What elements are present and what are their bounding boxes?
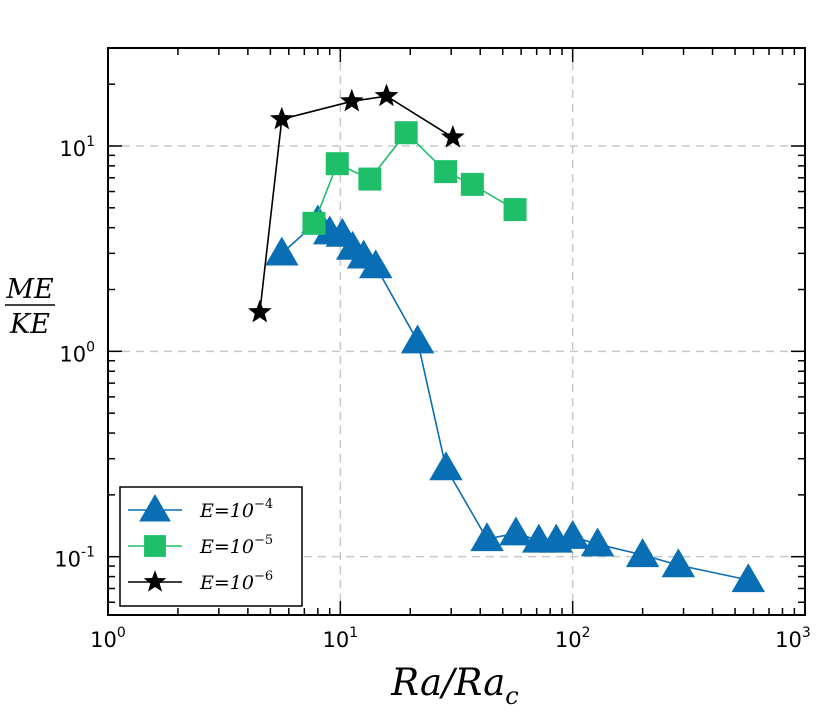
data-point-triangle	[470, 522, 504, 552]
data-point-square	[358, 167, 382, 191]
data-point-triangle	[499, 516, 533, 546]
y-tick-label: 101	[59, 134, 95, 161]
y-axis-title-denominator: KE	[9, 309, 50, 340]
legend-label-base: E=10	[199, 536, 254, 558]
legend-label-exponent: −4	[254, 497, 273, 512]
data-point-star	[247, 299, 272, 323]
x-tick-label-exponent: 2	[582, 625, 591, 641]
x-tick-label: 100	[90, 625, 126, 652]
data-point-triangle	[429, 451, 463, 481]
y-tick-label-base: 10	[59, 137, 86, 161]
x-tick-label-exponent: 3	[802, 625, 811, 641]
y-tick-label-base: 10	[54, 548, 81, 572]
x-tick-label: 102	[555, 625, 591, 652]
data-point-star	[441, 125, 465, 148]
data-point-triangle	[400, 324, 435, 354]
y-tick-label: 10-1	[54, 545, 95, 572]
y-axis-title: ME KE	[5, 274, 55, 340]
data-point-square	[302, 211, 326, 235]
x-tick-label: 101	[323, 625, 359, 652]
legend-label: E=10−6	[199, 569, 273, 594]
legend-label: E=10−4	[199, 497, 273, 522]
data-point-triangle	[731, 563, 766, 593]
legend-label-exponent: −5	[254, 533, 273, 548]
x-tick-label-base: 10	[775, 628, 802, 652]
x-axis-title-subscript: c	[505, 682, 518, 710]
y-tick-label-exponent: 1	[86, 134, 95, 150]
data-point-star	[269, 106, 294, 130]
data-point-star	[339, 88, 364, 112]
legend-marker-square	[144, 535, 166, 557]
series-line	[313, 131, 516, 224]
data-point-square	[325, 152, 349, 176]
x-tick-label-exponent: 1	[349, 625, 358, 641]
data-point-square	[394, 121, 418, 145]
x-tick-label-base: 10	[555, 628, 582, 652]
data-point-triangle	[265, 236, 299, 266]
x-axis-title: Ra/Rac	[390, 661, 518, 710]
y-tick-label-exponent: 0	[86, 339, 95, 355]
legend-entry: E=10−4	[128, 494, 273, 522]
data-point-triangle	[661, 548, 696, 578]
series-star	[247, 83, 465, 323]
data-point-square	[503, 198, 527, 222]
plot-frame	[107, 47, 806, 616]
legend: E=10−4E=10−5E=10−6	[119, 486, 303, 607]
legend-marker-triangle	[139, 494, 171, 522]
data-point-square	[434, 160, 458, 184]
axis-ticks	[107, 47, 805, 615]
y-tick-label: 100	[59, 339, 95, 366]
data-point-square	[460, 172, 484, 196]
x-axis-title-main: Ra/Ra	[390, 661, 505, 704]
legend-label-exponent: −6	[254, 569, 273, 584]
legend-marker-star	[143, 570, 167, 592]
legend-entry: E=10−5	[128, 533, 273, 558]
x-tick-label-exponent: 0	[117, 625, 126, 641]
data-point-star	[374, 83, 399, 107]
y-tick-label-base: 10	[59, 342, 86, 366]
x-tick-label: 103	[775, 625, 811, 652]
legend-entry: E=10−6	[128, 569, 273, 594]
y-axis-title-numerator: ME	[5, 274, 54, 305]
series-square	[302, 121, 527, 235]
data-point-triangle	[358, 249, 393, 279]
data-point-triangle	[625, 538, 660, 568]
legend-label-base: E=10	[199, 500, 254, 522]
data-point-triangle	[555, 520, 590, 549]
x-tick-label-base: 10	[323, 628, 350, 652]
y-tick-label-exponent: -1	[81, 545, 95, 561]
legend-label-base: E=10	[199, 572, 254, 594]
data-point-triangle	[580, 527, 615, 557]
series-layer	[247, 83, 766, 593]
x-tick-label-base: 10	[90, 628, 117, 652]
legend-label: E=10−5	[199, 533, 273, 558]
